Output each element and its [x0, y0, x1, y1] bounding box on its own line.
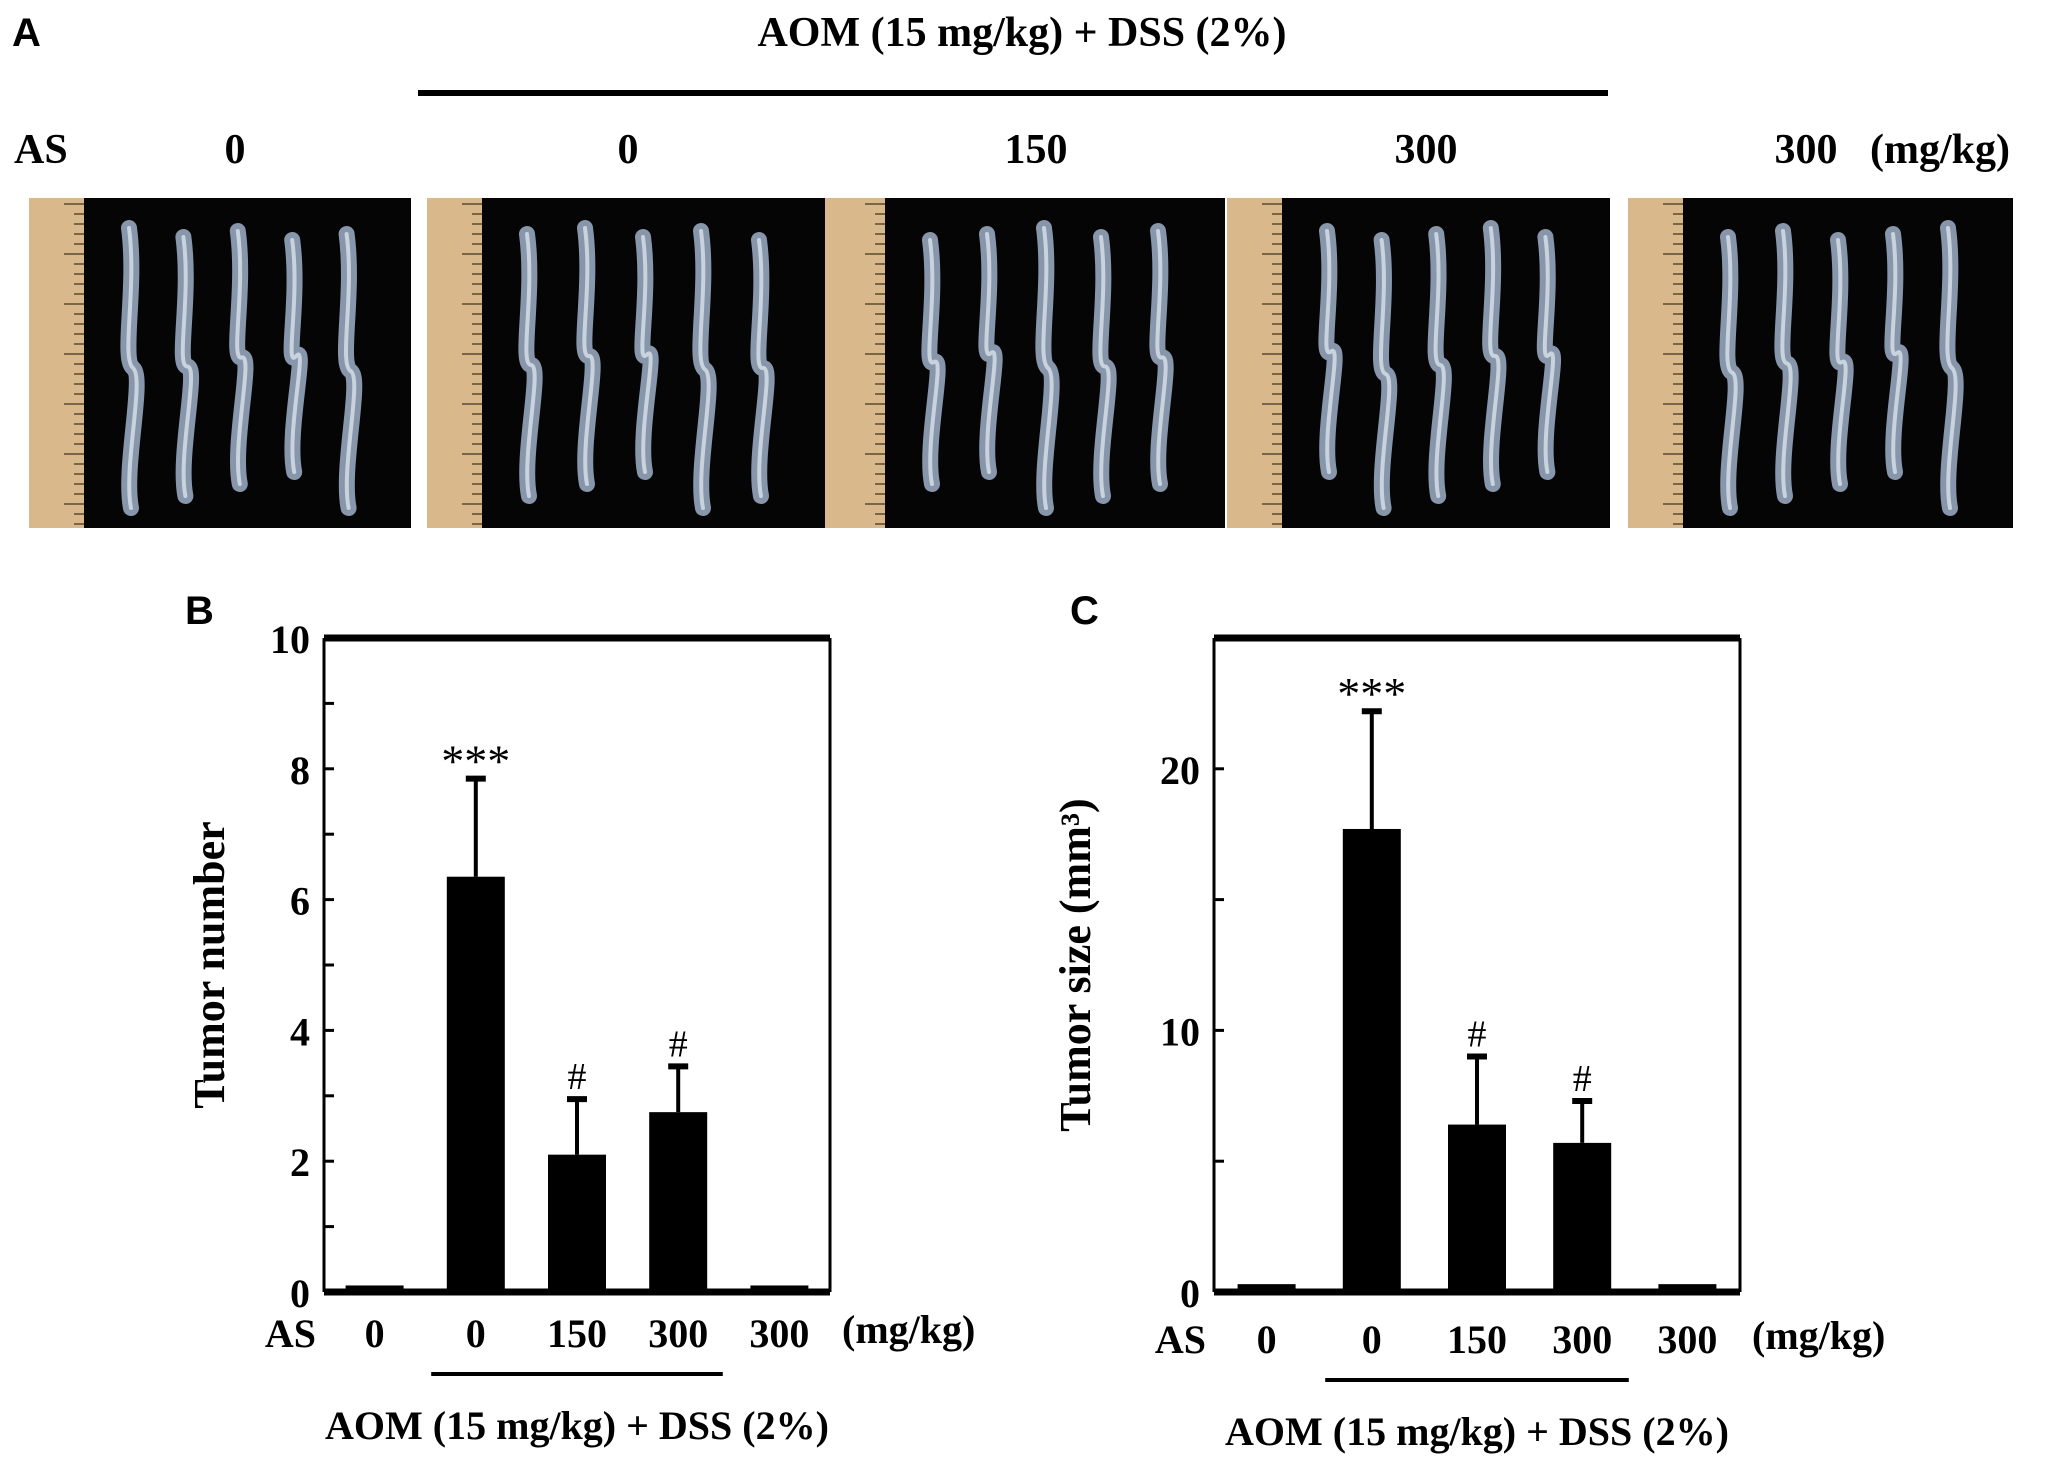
- x-tick-label: 0: [1257, 1317, 1277, 1362]
- bar: [1342, 828, 1401, 1292]
- significance-label: #: [1468, 1014, 1487, 1056]
- colon-specimen-highlight: [1098, 235, 1111, 498]
- y-tick-label: 0: [1180, 1271, 1200, 1316]
- y-tick-label: 10: [270, 617, 310, 662]
- bar: [1448, 1124, 1506, 1292]
- colon-specimen-highlight: [927, 238, 940, 486]
- x-tick-label: 300: [1552, 1317, 1612, 1362]
- colon-photo: [29, 198, 411, 528]
- x-tick-label: 150: [547, 1311, 607, 1356]
- colon-specimen-highlight: [1041, 226, 1054, 510]
- panel-c-letter: C: [1070, 589, 1099, 633]
- y-tick-label: 0: [290, 1271, 310, 1316]
- x-tick-label: 0: [1362, 1317, 1382, 1362]
- y-tick-label: 4: [290, 1009, 310, 1054]
- bar: [548, 1154, 606, 1292]
- colon-photo: [427, 198, 827, 528]
- colon-specimen-highlight: [698, 229, 711, 510]
- x-tick-label: 0: [466, 1311, 486, 1356]
- colon-photos: [29, 198, 2013, 528]
- panel-b-letter: B: [185, 589, 214, 633]
- y-tick-label: 20: [1160, 748, 1200, 793]
- bar: [345, 1285, 404, 1292]
- x-tick-label: 300: [749, 1311, 809, 1356]
- colon-specimen-highlight: [640, 235, 653, 474]
- colon-specimen-highlight: [756, 238, 769, 498]
- bar: [1553, 1142, 1612, 1292]
- bar: [446, 876, 505, 1292]
- colon-specimen-highlight: [1890, 232, 1903, 474]
- colon-specimen-highlight: [126, 226, 139, 510]
- colon-specimen-highlight: [289, 238, 302, 474]
- colon-photo: [1628, 198, 2013, 528]
- colon-specimen-highlight: [1155, 229, 1168, 486]
- group-label: AOM (15 mg/kg) + DSS (2%): [325, 1403, 829, 1448]
- y-tick-label: 2: [290, 1140, 310, 1185]
- x-prefix-label: AS: [1155, 1317, 1206, 1362]
- colon-specimen-highlight: [1542, 235, 1556, 474]
- panel-a-treatment-label: AOM (15 mg/kg) + DSS (2%): [757, 10, 1286, 56]
- significance-label: ***: [1337, 668, 1406, 719]
- ruler: [1227, 198, 1282, 528]
- y-tick-label: 10: [1160, 1009, 1200, 1054]
- significance-label: #: [568, 1056, 587, 1098]
- panel-a-dose-2: 150: [1005, 127, 1068, 173]
- x-prefix-label: AS: [265, 1311, 316, 1356]
- ruler: [825, 198, 885, 528]
- group-label: AOM (15 mg/kg) + DSS (2%): [1225, 1409, 1729, 1454]
- ruler: [1628, 198, 1683, 528]
- colon-specimen-highlight: [1945, 226, 1958, 510]
- colon-specimen-highlight: [984, 232, 997, 474]
- bar: [1658, 1284, 1717, 1292]
- bar: [750, 1285, 809, 1292]
- colon-specimen-highlight: [235, 229, 248, 486]
- panel-c: C 0 10 20 Tumor size (mm³) 0 *** 0 #150 #300 300 A…: [1051, 589, 1885, 1454]
- panel-a-dose-3: 300: [1395, 127, 1458, 173]
- colon-specimen-highlight: [1324, 229, 1337, 474]
- ruler: [29, 198, 84, 528]
- y-tick-label: 6: [290, 879, 310, 924]
- colon-specimen-highlight: [1725, 235, 1738, 510]
- panel-a-letter: A: [12, 11, 41, 55]
- y-tick-label: 8: [290, 748, 310, 793]
- x-tick-label: 300: [648, 1311, 708, 1356]
- panel-a-dose-prefix: AS: [14, 127, 68, 173]
- bar: [649, 1112, 708, 1292]
- x-tick-label: 150: [1447, 1317, 1507, 1362]
- colon-specimen-highlight: [1780, 229, 1793, 498]
- x-unit-label: (mg/kg): [842, 1307, 975, 1352]
- y-axis-label: Tumor size (mm³): [1051, 798, 1100, 1131]
- colon-photo: [1227, 198, 1610, 528]
- colon-specimen-highlight: [343, 232, 357, 510]
- colon-specimen-highlight: [1433, 232, 1446, 498]
- panel-b: B 0 2 4 6 8 10 Tumor number 0 *** 0 #150 #300 300 AS (…: [185, 589, 975, 1448]
- x-unit-label: (mg/kg): [1752, 1313, 1885, 1358]
- colon-specimen-highlight: [582, 226, 595, 486]
- chart-b: 0 2 4 6 8 10 Tumor number 0 *** 0 #150 #300 300 AS (mg…: [185, 617, 975, 1448]
- panel-a-dose-1: 0: [618, 127, 639, 173]
- panel-a: A AOM (15 mg/kg) + DSS (2%) AS 0 0 150 3…: [12, 10, 2013, 528]
- colon-specimen-highlight: [1835, 238, 1848, 486]
- ruler: [427, 198, 482, 528]
- significance-label: ***: [441, 736, 510, 787]
- bar: [1237, 1284, 1296, 1292]
- panel-a-dose-0: 0: [225, 127, 246, 173]
- panel-a-dose-unit: (mg/kg): [1870, 127, 2010, 173]
- chart-c: 0 10 20 Tumor size (mm³) 0 *** 0 #150 #300 300 AS (…: [1051, 634, 1885, 1454]
- y-axis-label: Tumor number: [185, 821, 234, 1108]
- colon-specimen-highlight: [180, 235, 194, 498]
- colon-specimen-highlight: [1488, 226, 1501, 486]
- significance-label: #: [669, 1023, 688, 1065]
- x-tick-label: 0: [365, 1311, 385, 1356]
- colon-photo: [825, 198, 1225, 528]
- x-tick-label: 300: [1657, 1317, 1717, 1362]
- significance-label: #: [1573, 1058, 1592, 1100]
- colon-specimen-highlight: [1378, 238, 1392, 510]
- colon-specimen-highlight: [524, 232, 537, 498]
- panel-a-dose-4: 300: [1775, 127, 1838, 173]
